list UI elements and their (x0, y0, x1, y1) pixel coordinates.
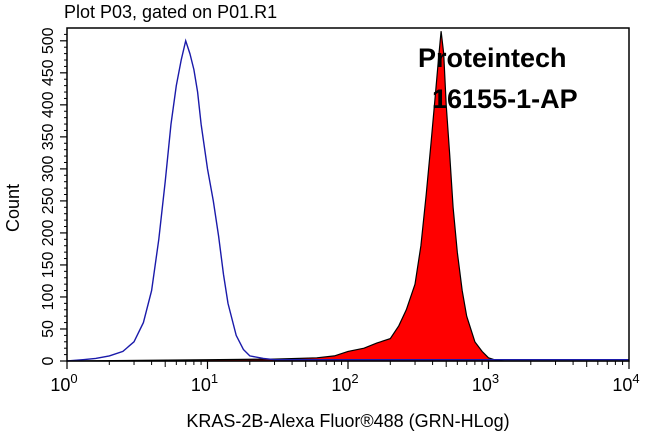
x-tick-exponent: 1 (211, 371, 218, 386)
series-0-line (66, 38, 629, 362)
x-tick-label: 101 (191, 371, 218, 395)
x-tick-label: 104 (612, 371, 639, 395)
y-tick-label: 200 (40, 219, 57, 246)
y-tick-label: 450 (40, 59, 57, 86)
watermark-catalog: 16155-1-AP (432, 84, 578, 114)
y-tick-label: 50 (40, 320, 57, 338)
series-layer (66, 31, 629, 362)
x-tick-exponent: 2 (351, 371, 358, 386)
x-axis-label: KRAS-2B-Alexa Fluor®488 (GRN-HLog) (186, 411, 509, 431)
x-axis: 100 101 102 103 104 (50, 361, 640, 395)
x-tick-exponent: 0 (70, 371, 77, 386)
y-tick-label: 400 (40, 91, 57, 118)
x-tick-exponent: 3 (492, 371, 499, 386)
y-tick-label: 250 (40, 187, 57, 214)
plot-frame (66, 27, 630, 362)
y-tick-label: 150 (40, 251, 57, 278)
y-axis: 0 50 100 150 200 250 300 350 400 450 500 (40, 27, 67, 365)
watermark-company: Proteintech (418, 43, 567, 73)
x-tick-label: 102 (331, 371, 358, 395)
y-tick-label: 500 (40, 27, 57, 54)
y-tick-label: 100 (40, 284, 57, 311)
y-tick-label: 350 (40, 123, 57, 150)
y-tick-label: 300 (40, 155, 57, 182)
series-1-area (66, 31, 629, 362)
chart-title: Plot P03, gated on P01.R1 (64, 2, 277, 22)
y-tick-label: 0 (40, 356, 57, 365)
x-tick-exponent: 4 (632, 371, 639, 386)
y-axis-label: Count (3, 184, 23, 232)
x-tick-label: 103 (472, 371, 499, 395)
x-tick-label: 100 (50, 371, 77, 395)
